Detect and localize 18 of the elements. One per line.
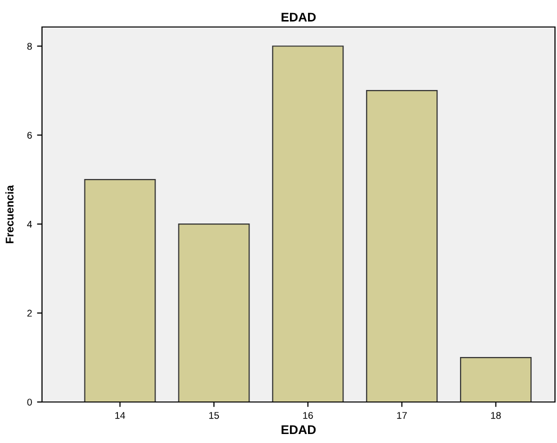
x-tick-label: 18 xyxy=(491,412,501,419)
y-tick-label: 0 xyxy=(27,398,32,406)
bar xyxy=(366,90,438,402)
bar xyxy=(178,224,250,402)
x-tick-label: 15 xyxy=(209,412,219,419)
y-tick-label: 2 xyxy=(27,310,32,317)
x-tick-label: 17 xyxy=(397,412,407,419)
x-tick-label: 16 xyxy=(303,412,313,419)
y-tick-label: 8 xyxy=(27,42,32,50)
y-tick-label: 4 xyxy=(27,220,32,228)
bar xyxy=(272,46,344,402)
y-tick-label: 6 xyxy=(27,132,32,139)
bar xyxy=(84,179,156,402)
chart-title: EDAD xyxy=(282,12,316,22)
y-axis-title: Frecuencia xyxy=(5,185,14,244)
bar xyxy=(460,356,532,402)
x-axis-title: EDAD xyxy=(282,425,316,434)
x-tick-label: 14 xyxy=(115,412,126,419)
